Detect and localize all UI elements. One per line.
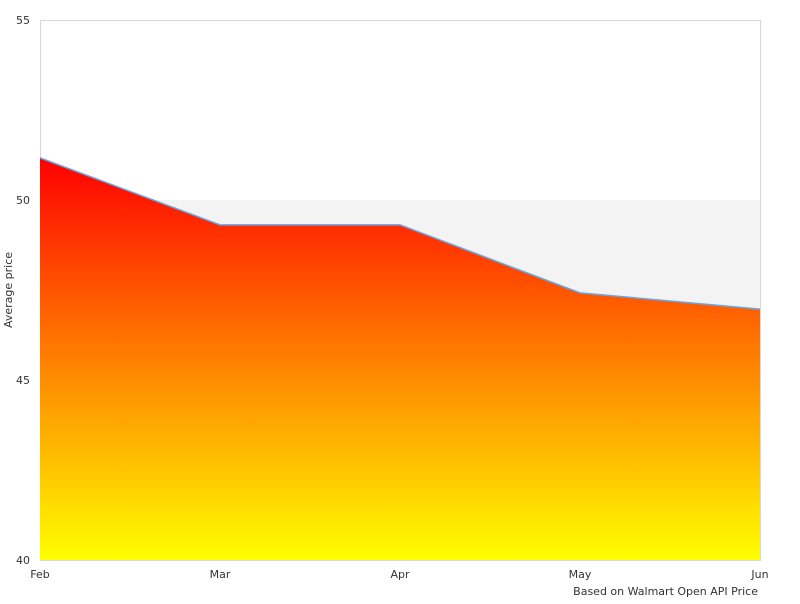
y-tick-label: 50	[16, 194, 30, 207]
series-line	[39, 157, 761, 310]
x-tick-label: Mar	[210, 568, 231, 581]
x-tick-label: Feb	[30, 568, 49, 581]
y-tick-label: 45	[16, 374, 30, 387]
x-tick-label: Apr	[390, 568, 410, 581]
x-tick-label: May	[569, 568, 592, 581]
y-axis-label: Average price	[2, 252, 15, 328]
x-tick-label: Jun	[750, 568, 768, 581]
y-tick-label: 55	[16, 14, 30, 27]
area-fill	[40, 157, 760, 560]
y-tick-label: 40	[16, 554, 30, 567]
credit-text: Based on Walmart Open API Price	[573, 585, 758, 598]
